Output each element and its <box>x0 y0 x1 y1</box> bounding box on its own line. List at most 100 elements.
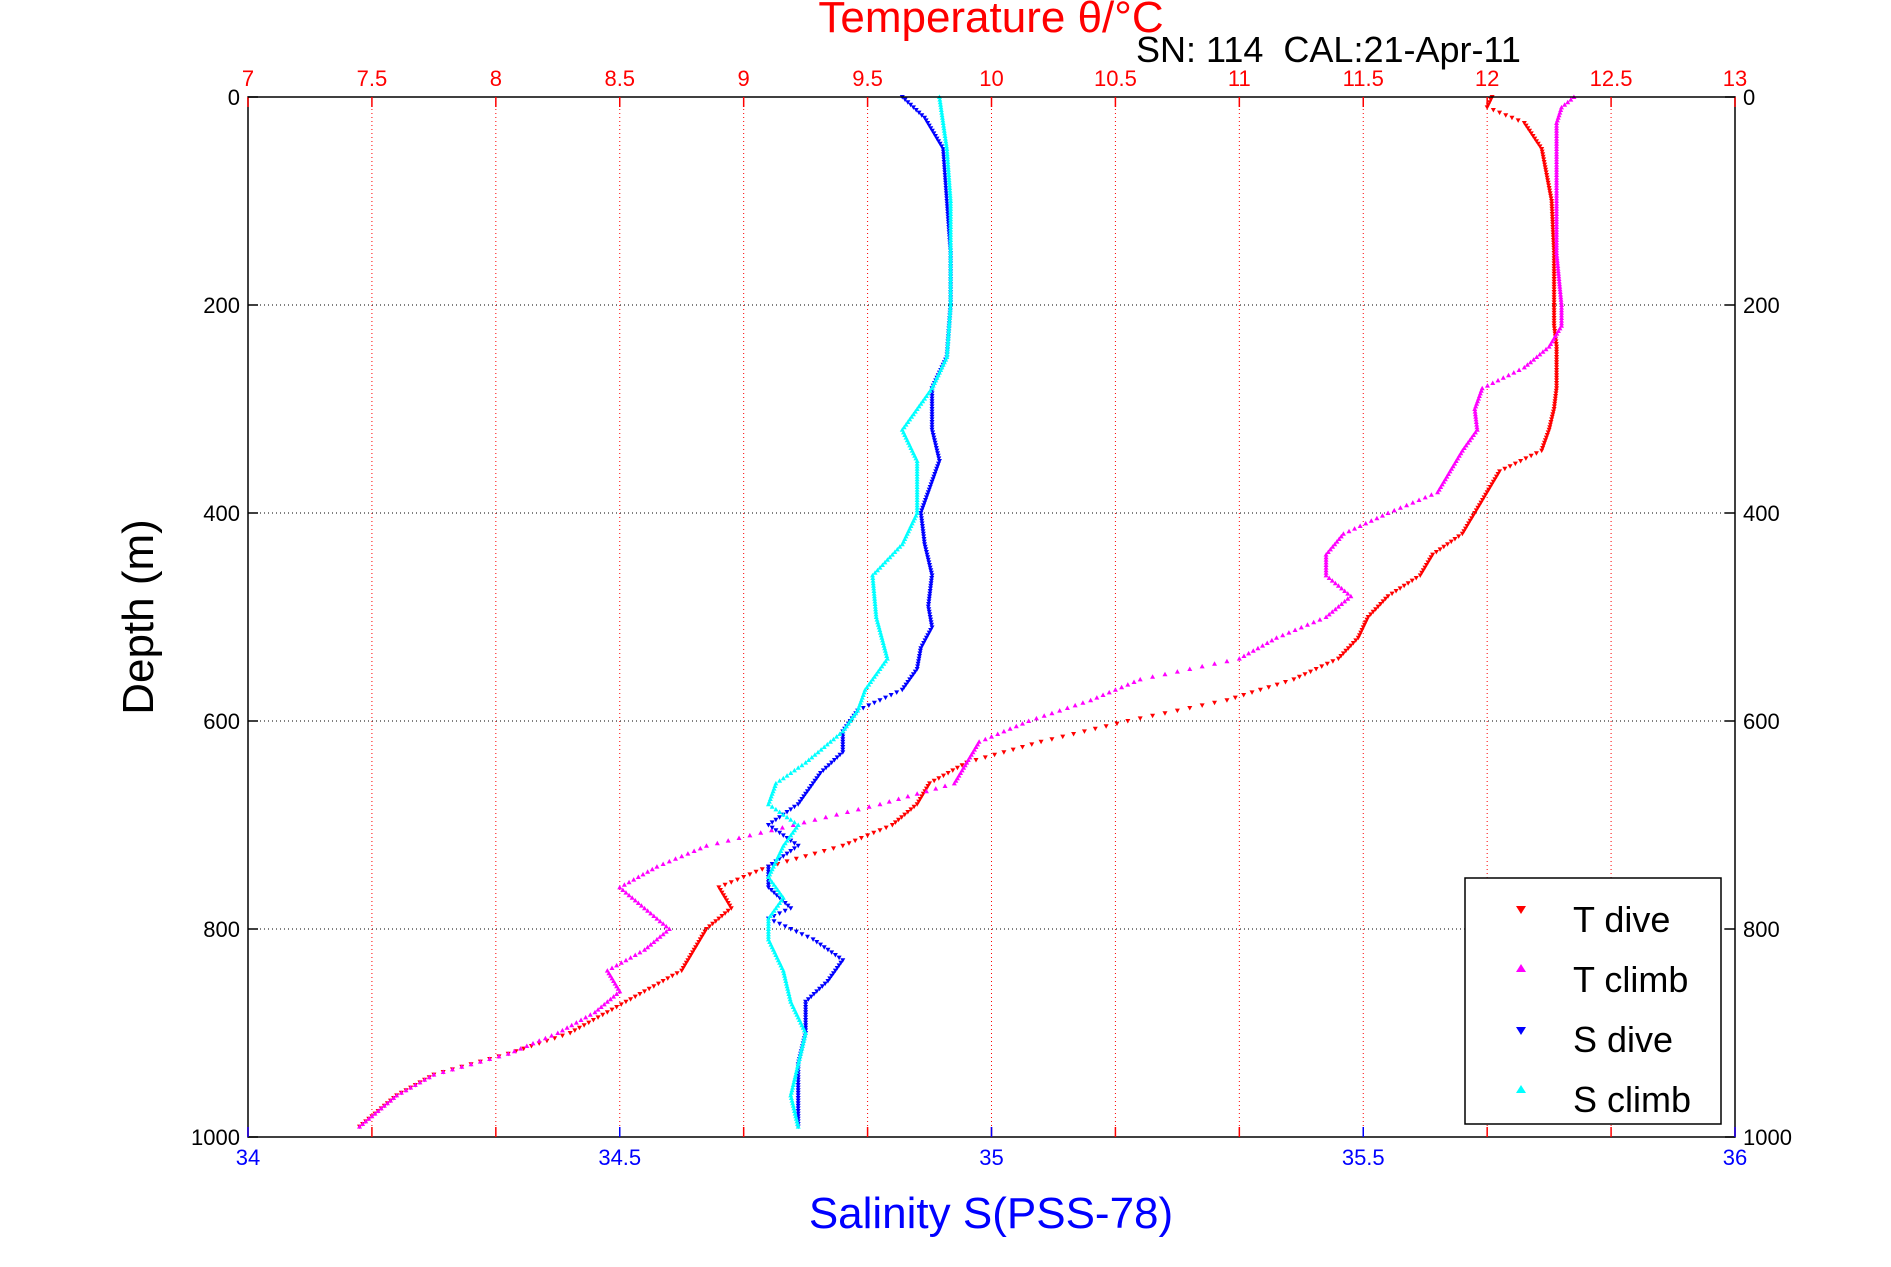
data-point <box>938 102 944 107</box>
data-point <box>928 620 934 625</box>
data-point <box>1557 289 1563 294</box>
data-point <box>909 674 915 680</box>
data-point <box>771 890 777 896</box>
data-point <box>728 906 734 911</box>
data-point <box>840 728 846 734</box>
data-point <box>505 1051 511 1056</box>
data-point <box>917 648 923 654</box>
data-point <box>836 955 842 961</box>
data-point <box>1323 614 1329 619</box>
data-point <box>779 825 785 830</box>
data-point <box>1345 591 1351 596</box>
legend-item-s-dive: S dive <box>1516 1019 1673 1060</box>
data-point <box>1323 559 1329 565</box>
data-point <box>923 635 929 641</box>
data-point <box>747 872 753 877</box>
data-point <box>1339 585 1345 591</box>
top-tick-label: 10 <box>979 66 1003 91</box>
data-point <box>637 992 643 997</box>
data-point <box>909 414 915 419</box>
data-point <box>943 138 949 144</box>
data-point <box>791 841 797 846</box>
data-point <box>1554 208 1560 214</box>
data-point <box>1554 169 1560 175</box>
data-point <box>1551 297 1557 303</box>
data-point <box>795 1090 801 1096</box>
data-point <box>1325 549 1331 554</box>
data-point <box>941 128 947 133</box>
data-point <box>939 110 945 115</box>
data-point <box>1409 578 1415 584</box>
data-point <box>1474 422 1480 427</box>
data-point <box>865 833 871 838</box>
data-point <box>1546 186 1552 191</box>
data-point <box>1473 414 1479 419</box>
data-point <box>931 131 937 136</box>
data-point <box>1472 409 1478 414</box>
data-point <box>631 877 637 882</box>
data-point <box>1551 318 1557 324</box>
data-point <box>928 568 934 573</box>
data-point <box>1420 568 1426 573</box>
data-point <box>1137 676 1143 682</box>
data-point <box>685 958 691 963</box>
data-point <box>1554 253 1560 258</box>
data-point <box>623 890 629 895</box>
data-point <box>716 916 722 922</box>
data-point <box>936 776 942 781</box>
data-point <box>1487 485 1493 490</box>
data-point <box>782 975 788 981</box>
top-tick-label: 13 <box>1723 66 1747 91</box>
data-point <box>1092 726 1098 732</box>
data-point <box>1554 206 1560 211</box>
data-point <box>765 874 771 879</box>
data-point <box>945 162 951 167</box>
data-point <box>907 416 913 422</box>
data-point <box>1324 661 1330 667</box>
data-point <box>1549 206 1555 212</box>
data-point <box>782 973 788 978</box>
bottom-tick-label: 35 <box>979 1145 1003 1170</box>
data-point <box>617 988 623 994</box>
data-point <box>872 598 878 604</box>
data-point <box>837 731 843 736</box>
data-point <box>795 1103 801 1109</box>
data-point <box>1385 510 1391 515</box>
data-point <box>877 565 883 570</box>
data-point <box>1428 555 1434 560</box>
data-point <box>918 516 924 521</box>
data-point <box>780 854 786 859</box>
data-point <box>1549 209 1555 214</box>
data-point <box>1554 185 1560 190</box>
data-point <box>654 916 660 921</box>
data-point <box>916 799 922 805</box>
data-point <box>945 338 951 344</box>
data-point <box>780 968 786 973</box>
data-point <box>929 479 935 485</box>
data-point <box>1472 511 1478 516</box>
data-point <box>871 830 877 836</box>
data-point <box>1551 282 1557 287</box>
data-point <box>449 1066 455 1072</box>
data-point <box>870 578 876 583</box>
data-point <box>905 810 911 815</box>
data-point <box>792 1074 798 1080</box>
data-point <box>1060 734 1066 740</box>
data-point <box>914 507 920 513</box>
data-point <box>787 994 793 999</box>
data-point <box>1554 141 1560 146</box>
data-point <box>699 934 705 940</box>
data-point <box>696 940 702 945</box>
data-point <box>878 632 884 638</box>
data-point <box>1500 375 1506 380</box>
data-point <box>1554 198 1560 203</box>
data-point <box>583 1014 589 1020</box>
data-point <box>899 815 905 820</box>
data-point <box>948 229 954 235</box>
data-point <box>1473 416 1479 422</box>
data-point <box>1430 552 1436 558</box>
data-point <box>1375 604 1381 610</box>
data-point <box>927 388 933 393</box>
data-point <box>801 1038 807 1043</box>
